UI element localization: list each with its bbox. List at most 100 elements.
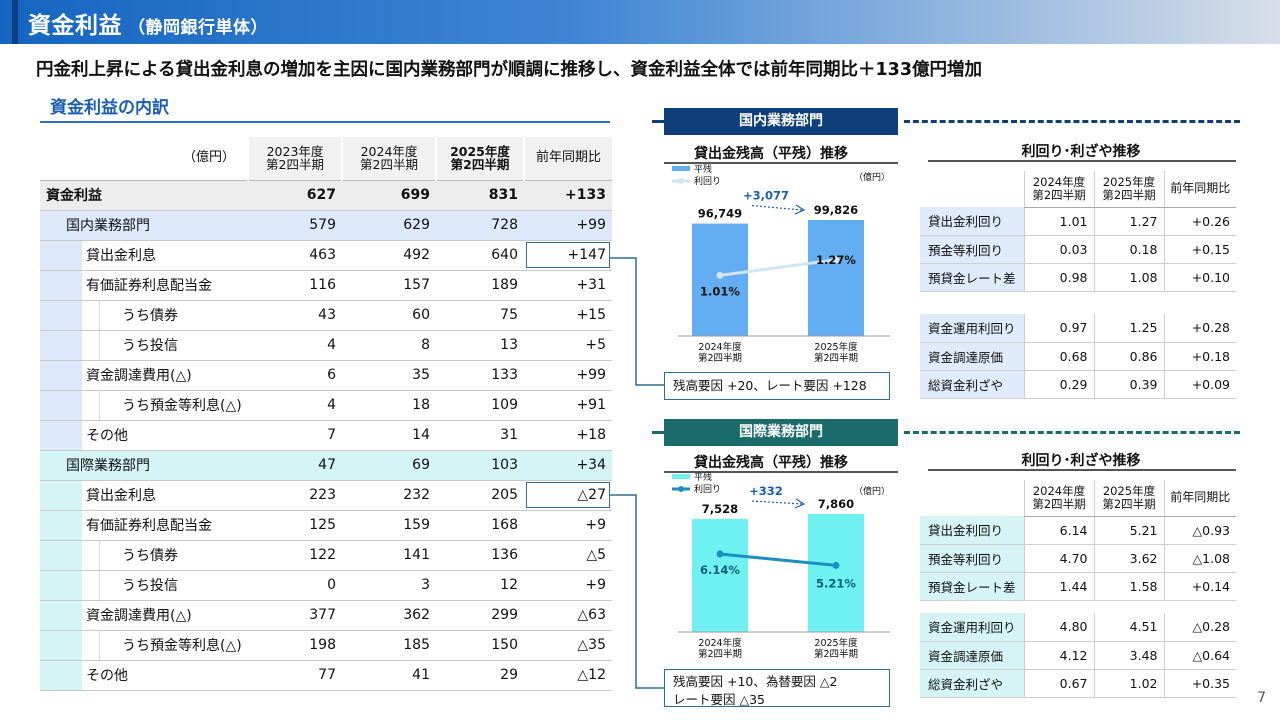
table-cell: 109 <box>436 390 524 421</box>
table-cell: 13 <box>436 330 524 361</box>
row-label-cell: うち投信 <box>40 570 248 601</box>
row-indent-strip <box>40 270 82 300</box>
col-header-text: 前年同期比 <box>535 150 601 166</box>
table-cell: 69 <box>342 450 436 481</box>
row-label-cell: 貸出金利息 <box>40 480 248 511</box>
rates-cell: +0.26 <box>1163 207 1236 236</box>
table-row: 資金調達費用(△) 6 35 133 +99 <box>40 360 612 391</box>
row-label: うち債券 <box>122 548 178 564</box>
rates-header-row: 2024年度 第2四半期 2025年度 第2四半期 前年同期比 <box>920 171 1236 208</box>
bar <box>808 514 864 632</box>
rates-cell: 5.21 <box>1093 516 1164 545</box>
row-label-cell: 国際業務部門 <box>40 450 248 481</box>
table-cell: 4 <box>248 330 342 361</box>
rates-row: 預貸金レート差 0.98 1.08 +0.10 <box>920 263 1236 292</box>
rates-cell: 1.02 <box>1093 669 1164 698</box>
international-dash-right <box>904 431 1240 434</box>
rates-cell: 4.70 <box>1023 544 1094 573</box>
table-cell: 41 <box>342 660 436 691</box>
row-label-cell: その他 <box>40 420 248 451</box>
rates-col-header-text: 2025年度 第2四半期 <box>1102 175 1156 202</box>
rates-col-header-text: 前年同期比 <box>1170 490 1231 505</box>
table-cell: 463 <box>248 240 342 271</box>
rates-cell: 1.58 <box>1093 572 1164 601</box>
rates-row-label: 資金調達原価 <box>920 342 1024 371</box>
table-cell: 133 <box>436 360 524 391</box>
domestic-rates-table-1: 2024年度 第2四半期 2025年度 第2四半期 前年同期比 貸出金利回り 1.01 1… <box>920 171 1236 292</box>
row-label: 国内業務部門 <box>66 218 150 234</box>
international-rates-title-line <box>928 469 1236 471</box>
col-header-text: 2025年度 第2四半期 <box>450 143 510 173</box>
rates-col-header: 前年同期比 <box>1163 171 1236 208</box>
rates-cell: 0.97 <box>1023 314 1094 343</box>
international-dash-left <box>652 431 664 434</box>
chart-unit-label: （億円） <box>854 171 890 183</box>
international-chart-title: 貸出金残高（平残）推移 <box>694 455 848 471</box>
table-row: 資金調達費用(△) 377 362 299 △63 <box>40 600 612 631</box>
table-cell: 47 <box>248 450 342 481</box>
row-label-cell: 資金調達費用(△) <box>40 600 248 631</box>
row-label: 有価証券利息配当金 <box>86 518 212 534</box>
table-cell: 629 <box>342 210 436 241</box>
domestic-tag: 国内業務部門 <box>664 108 898 135</box>
rates-col-header: 2025年度 第2四半期 <box>1093 480 1164 517</box>
table-row: うち投信 0 3 12 +9 <box>40 570 612 601</box>
rates-cell: 6.14 <box>1023 516 1094 545</box>
delta-label: +332 <box>749 484 783 498</box>
row-indent-strip <box>40 330 82 360</box>
table-row: 国際業務部門 47 69 103 +34 <box>40 450 612 481</box>
table-cell: 205 <box>436 480 524 511</box>
row-indent-strip <box>40 360 82 390</box>
rates-cell: 3.48 <box>1093 641 1164 670</box>
legend-bar-swatch <box>672 166 690 171</box>
rates-cell: 1.08 <box>1093 263 1164 292</box>
x-tick-label-line1: 2025年度 <box>814 637 858 649</box>
table-cell: 362 <box>342 600 436 631</box>
table-cell: 168 <box>436 510 524 541</box>
row-indent-strip <box>40 480 82 510</box>
table-row: 貸出金利息 463 492 640 +147 <box>40 240 612 271</box>
rates-row-label: 総資金利ざや <box>920 370 1024 399</box>
international-chart-title-line <box>664 471 898 473</box>
x-tick-label-line1: 2024年度 <box>698 637 742 649</box>
table-cell: +5 <box>524 330 612 361</box>
rates-cell: 1.44 <box>1023 572 1094 601</box>
table-cell: 4 <box>248 390 342 421</box>
legend-bar-label: 平残 <box>694 472 712 483</box>
table-cell: +91 <box>524 390 612 421</box>
net-interest-income-table: （億円） 2023年度 第2四半期 2024年度 第2四半期 2025年度 第2… <box>40 137 612 691</box>
rates-row: 資金調達原価 0.68 0.86 +0.18 <box>920 342 1236 371</box>
table-cell: 7 <box>248 420 342 451</box>
table-cell: 60 <box>342 300 436 331</box>
table-cell: 122 <box>248 540 342 571</box>
row-label-cell: 有価証券利息配当金 <box>40 270 248 301</box>
table-cell: +99 <box>524 210 612 241</box>
rates-cell: 0.68 <box>1023 342 1094 371</box>
domestic-note: 残高要因 +20、レート要因 +128 <box>664 372 890 400</box>
col-header-2025: 2025年度 第2四半期 <box>435 137 524 181</box>
table-cell: +34 <box>524 450 612 481</box>
rates-cell: 0.86 <box>1093 342 1164 371</box>
international-rates-table-2: 資金運用利回り 4.80 4.51 △0.28 資金調達原価 4.12 3.48 △0.64 総… <box>920 613 1236 698</box>
rates-cell: +0.09 <box>1163 370 1236 399</box>
rate-label: 1.27% <box>816 253 856 267</box>
rate-line <box>719 258 837 277</box>
legend-bar-swatch <box>672 474 690 479</box>
table-cell: △27 <box>524 480 612 511</box>
x-tick-label: 2025年度第2四半期 <box>814 637 858 660</box>
legend-line-marker <box>678 486 684 492</box>
col-header-2023: 2023年度 第2四半期 <box>247 137 342 181</box>
row-label-cell: 資金利益 <box>40 180 248 211</box>
bar <box>692 223 748 336</box>
rates-cell: 0.39 <box>1093 370 1164 399</box>
table-cell: △63 <box>524 600 612 631</box>
table-cell: 14 <box>342 420 436 451</box>
headline: 円金利上昇による貸出金利息の増加を主因に国内業務部門が順調に推移し、資金利益全体… <box>36 60 983 80</box>
rates-row: 総資金利ざや 0.29 0.39 +0.09 <box>920 370 1236 399</box>
title-text: 資金利益 <box>28 13 122 39</box>
domestic-rates-title-line <box>928 160 1236 162</box>
rates-row: 資金調達原価 4.12 3.48 △0.64 <box>920 641 1236 670</box>
rates-cell: 1.01 <box>1023 207 1094 236</box>
rates-cell: △0.28 <box>1163 613 1236 642</box>
row-indent-strip <box>40 240 82 270</box>
